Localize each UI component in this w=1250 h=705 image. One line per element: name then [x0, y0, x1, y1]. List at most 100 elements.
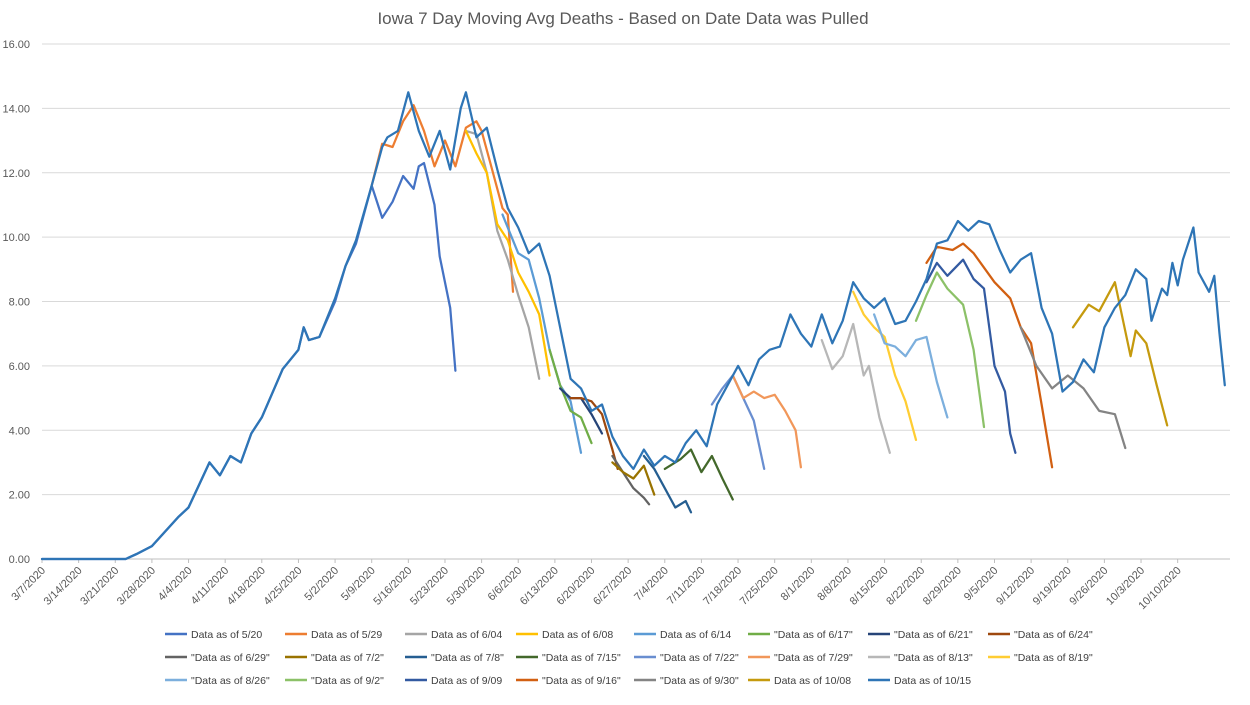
x-axis-ticks: 3/7/20203/14/20203/21/20203/28/20204/4/2… [9, 559, 1184, 612]
x-tick-label: 9/19/2020 [1031, 565, 1074, 608]
legend-item: Data as of 10/08 [748, 675, 851, 687]
x-tick-label: 7/18/2020 [701, 565, 744, 608]
legend-label: "Data as of 6/17" [774, 629, 853, 641]
y-tick-label: 2.00 [9, 490, 30, 502]
x-tick-label: 6/13/2020 [518, 565, 561, 608]
series-line-3 [464, 129, 541, 380]
series-line-9 [611, 454, 651, 506]
legend-label: "Data as of 9/16" [542, 675, 621, 687]
legend-item: "Data as of 7/2" [285, 652, 384, 664]
legend-label: "Data as of 6/29" [191, 652, 270, 664]
legend-item: "Data as of 6/24" [988, 629, 1093, 641]
x-tick-label: 3/28/2020 [115, 565, 158, 608]
legend-item: "Data as of 8/19" [988, 652, 1093, 664]
legend-item: "Data as of 9/30" [634, 675, 739, 687]
series-line-12 [663, 448, 734, 501]
series-line-16 [852, 290, 918, 442]
legend-item: "Data as of 6/21" [868, 629, 973, 641]
x-tick-label: 8/1/2020 [779, 565, 818, 604]
series-line-4 [464, 129, 551, 377]
legend-item: "Data as of 9/16" [516, 675, 621, 687]
x-tick-label: 8/22/2020 [884, 565, 927, 608]
legend-item: "Data as of 8/13" [868, 652, 973, 664]
series-line-6 [548, 348, 593, 445]
series-line-11 [642, 454, 693, 514]
legend-label: "Data as of 7/22" [660, 652, 739, 664]
x-tick-label: 5/23/2020 [408, 565, 451, 608]
series-line-10 [611, 461, 656, 496]
legend-label: Data as of 10/15 [894, 675, 971, 687]
series-line-17 [872, 313, 949, 419]
legend-label: "Data as of 8/19" [1014, 652, 1093, 664]
legend-label: Data as of 9/09 [431, 675, 502, 687]
legend-item: "Data as of 6/17" [748, 629, 853, 641]
legend-label: Data as of 6/14 [660, 629, 731, 641]
x-tick-label: 5/30/2020 [445, 565, 488, 608]
legend-label: "Data as of 9/2" [311, 675, 384, 687]
legend-label: "Data as of 6/24" [1014, 629, 1093, 641]
y-tick-label: 0.00 [9, 554, 30, 566]
x-tick-label: 6/20/2020 [555, 565, 598, 608]
series-line-13 [710, 374, 766, 471]
series-line-19 [925, 258, 1017, 454]
legend: Data as of 5/20 Data as of 5/29 Data as of… [165, 629, 1093, 687]
legend-label: "Data as of 9/30" [660, 675, 739, 687]
y-tick-label: 10.00 [2, 232, 30, 244]
legend-item: Data as of 10/15 [868, 675, 971, 687]
grid-lines [42, 43, 1230, 560]
legend-label: "Data as of 6/21" [894, 629, 973, 641]
legend-label: Data as of 5/29 [311, 629, 382, 641]
legend-item: Data as of 9/09 [405, 675, 502, 687]
x-tick-label: 9/12/2020 [994, 565, 1037, 608]
y-tick-label: 12.00 [2, 168, 30, 180]
legend-item: "Data as of 8/26" [165, 675, 270, 687]
y-tick-label: 8.00 [9, 297, 30, 309]
series-line-7 [558, 387, 604, 435]
legend-item: "Data as of 7/8" [405, 652, 504, 664]
x-tick-label: 4/11/2020 [189, 565, 232, 608]
x-tick-label: 4/18/2020 [225, 565, 268, 608]
x-tick-label: 9/26/2020 [1067, 565, 1110, 608]
legend-label: Data as of 5/20 [191, 629, 262, 641]
legend-label: "Data as of 7/15" [542, 652, 621, 664]
series-line-14 [731, 374, 803, 469]
legend-label: Data as of 6/04 [431, 629, 502, 641]
legend-label: "Data as of 8/13" [894, 652, 973, 664]
legend-item: "Data as of 7/15" [516, 652, 621, 664]
legend-item: "Data as of 7/22" [634, 652, 739, 664]
x-tick-label: 3/14/2020 [42, 565, 85, 608]
y-axis-ticks: 0.00 2.00 4.00 6.00 8.00 10.00 12.00 14.00 16.00 [2, 39, 30, 566]
legend-item: Data as of 6/08 [516, 629, 613, 641]
legend-item: "Data as of 7/29" [748, 652, 853, 664]
y-tick-label: 16.00 [2, 39, 30, 51]
legend-label: "Data as of 7/2" [311, 652, 384, 664]
x-tick-label: 5/16/2020 [371, 565, 414, 608]
legend-label: "Data as of 7/29" [774, 652, 853, 664]
legend-item: Data as of 5/29 [285, 629, 382, 641]
series-lines [40, 91, 1226, 561]
x-tick-label: 8/29/2020 [921, 565, 964, 608]
series-line-1 [40, 161, 457, 561]
y-tick-label: 6.00 [9, 361, 30, 373]
legend-label: Data as of 6/08 [542, 629, 613, 641]
legend-label: "Data as of 7/8" [431, 652, 504, 664]
x-tick-label: 3/21/2020 [78, 565, 121, 608]
series-line-2 [370, 104, 515, 293]
series-line-23 [40, 91, 1226, 561]
x-tick-label: 8/15/2020 [848, 565, 891, 608]
y-tick-label: 14.00 [2, 103, 30, 115]
x-tick-label: 6/27/2020 [591, 565, 634, 608]
series-line-18 [914, 271, 986, 429]
x-tick-label: 5/2/2020 [302, 565, 341, 604]
legend-item: Data as of 6/04 [405, 629, 502, 641]
legend-item: "Data as of 6/29" [165, 652, 270, 664]
series-line-5 [501, 213, 583, 454]
x-tick-label: 7/25/2020 [738, 565, 781, 608]
legend-item: Data as of 6/14 [634, 629, 731, 641]
legend-label: "Data as of 8/26" [191, 675, 270, 687]
x-tick-label: 7/11/2020 [665, 565, 708, 608]
legend-item: "Data as of 9/2" [285, 675, 384, 687]
series-line-22 [1071, 281, 1169, 427]
series-line-15 [820, 322, 891, 454]
